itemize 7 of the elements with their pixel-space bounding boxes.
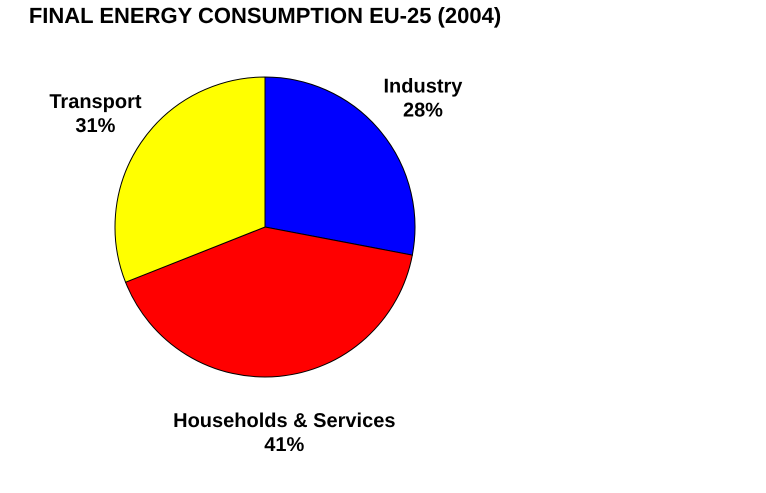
slice-label: Transport bbox=[49, 90, 142, 113]
data-label: 41% bbox=[264, 434, 305, 456]
slice-label: Households & Services bbox=[173, 410, 396, 432]
data-label: 31% bbox=[75, 114, 116, 137]
data-label: 28% bbox=[402, 99, 444, 122]
chart-title: FINAL ENERGY CONSUMPTION EU-25 (2004) bbox=[28, 3, 502, 28]
slice-label: Industry bbox=[384, 75, 464, 98]
